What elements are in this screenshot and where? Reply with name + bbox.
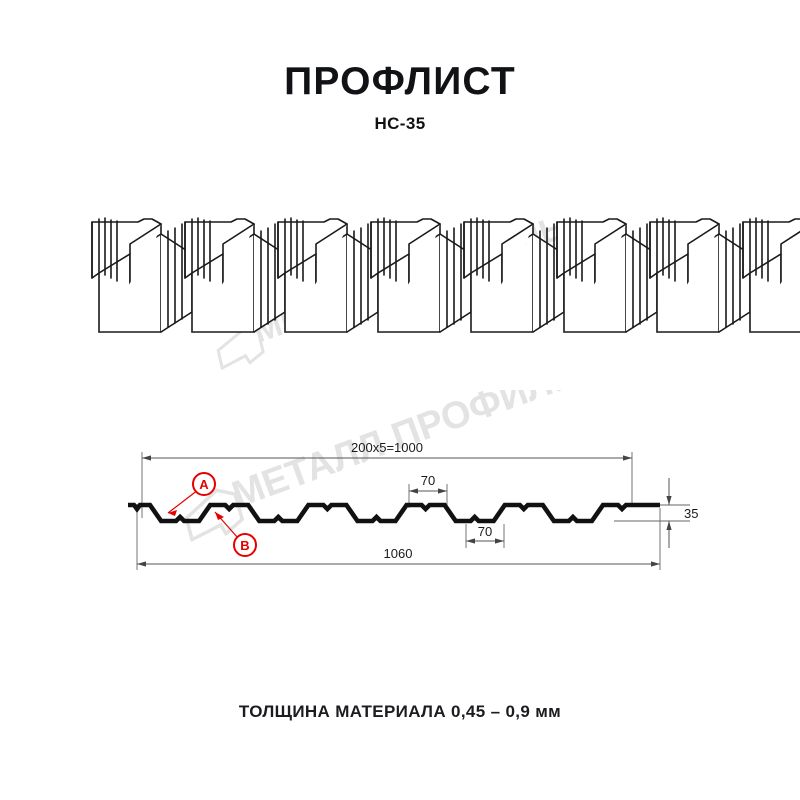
profile-outline <box>128 502 660 524</box>
isometric-rib-lines <box>284 217 304 282</box>
dimension-lines <box>137 455 672 567</box>
isometric-fold-line <box>749 253 782 274</box>
isometric-rib-lines <box>725 223 741 328</box>
callout-b-label: B <box>240 538 249 553</box>
isometric-rib-lines <box>632 223 648 328</box>
isometric-rib-lines <box>377 217 397 282</box>
cross-section-view: МЕТАЛЛ ПРОФИЛЬ <box>0 390 800 605</box>
callout-a-label: A <box>199 477 209 492</box>
isometric-flute-group <box>184 217 800 333</box>
isometric-rib-lines <box>446 223 462 328</box>
corrugated-sheet-body <box>91 217 800 333</box>
isometric-view-svg: МЕТАЛЛ ПРОФИЛЬ <box>91 208 800 370</box>
isometric-rib-lines <box>749 217 769 282</box>
footer: ТОЛЩИНА МАТЕРИАЛА 0,45 – 0,9 мм <box>0 702 800 722</box>
extension-lines <box>136 452 690 570</box>
callout-a-arrow-icon <box>168 510 177 516</box>
brand-logo-icon-2 <box>184 488 245 543</box>
material-thickness-note: ТОЛЩИНА МАТЕРИАЛА 0,45 – 0,9 мм <box>238 702 562 721</box>
isometric-rib-lines <box>260 223 276 328</box>
dim-text-pitch: 200x5=1000 <box>351 440 423 455</box>
isometric-fold-line <box>284 253 317 274</box>
isometric-fold-line <box>470 253 503 274</box>
callout-a-circle <box>192 472 216 496</box>
dim-text-top-flat: 70 <box>421 473 435 488</box>
isometric-rib-lines <box>656 217 676 282</box>
dim-text-height: 35 <box>684 506 698 521</box>
callout-a-leader <box>167 489 199 514</box>
callout-b[interactable]: B <box>214 511 257 557</box>
cross-section-svg: МЕТАЛЛ ПРОФИЛЬ <box>128 390 698 570</box>
callout-a[interactable]: A <box>167 472 216 516</box>
dim-text-overall-width: 1060 <box>384 546 413 561</box>
product-model-subtitle: НС-35 <box>374 113 426 133</box>
dim-text-bottom-flat: 70 <box>478 524 492 539</box>
isometric-view: МЕТАЛЛ ПРОФИЛЬ <box>0 195 800 370</box>
isometric-fold-line <box>191 253 224 274</box>
isometric-rib-lines <box>353 223 369 328</box>
isometric-rib-lines <box>539 223 555 328</box>
callout-b-arrow-icon <box>215 512 224 520</box>
isometric-fold-line <box>563 253 596 274</box>
profile-section-line <box>128 502 660 524</box>
page-title: ПРОФЛИСТ <box>284 60 516 103</box>
isometric-rib-lines <box>191 217 211 282</box>
header: ПРОФЛИСТ НС-35 <box>0 60 800 134</box>
isometric-rib-lines <box>470 217 490 282</box>
isometric-rib-lines <box>563 217 583 282</box>
isometric-fold-line <box>656 253 689 274</box>
callout-b-circle <box>233 533 257 557</box>
isometric-fold-line <box>377 253 410 274</box>
